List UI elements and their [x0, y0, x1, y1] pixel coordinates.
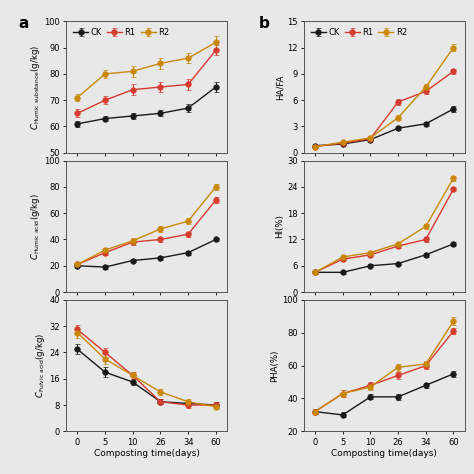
- Text: b: b: [259, 16, 270, 31]
- Y-axis label: PHA(%): PHA(%): [270, 349, 279, 382]
- X-axis label: Composting time(days): Composting time(days): [331, 449, 437, 458]
- X-axis label: Composting time(days): Composting time(days): [94, 449, 200, 458]
- Legend: CK, R1, R2: CK, R1, R2: [308, 26, 409, 39]
- Y-axis label: $C_\mathrm{Fulvic\ acid}$(g/kg): $C_\mathrm{Fulvic\ acid}$(g/kg): [34, 333, 47, 398]
- Y-axis label: $C_\mathrm{Humic\ acid}$(g/kg): $C_\mathrm{Humic\ acid}$(g/kg): [28, 193, 42, 260]
- Legend: CK, R1, R2: CK, R1, R2: [71, 26, 172, 39]
- Y-axis label: HI(%): HI(%): [275, 214, 284, 238]
- Y-axis label: HA/FA: HA/FA: [275, 74, 284, 100]
- Y-axis label: $C_\mathrm{Humic\ substance}$(g/kg): $C_\mathrm{Humic\ substance}$(g/kg): [28, 45, 42, 129]
- Text: a: a: [18, 16, 28, 31]
